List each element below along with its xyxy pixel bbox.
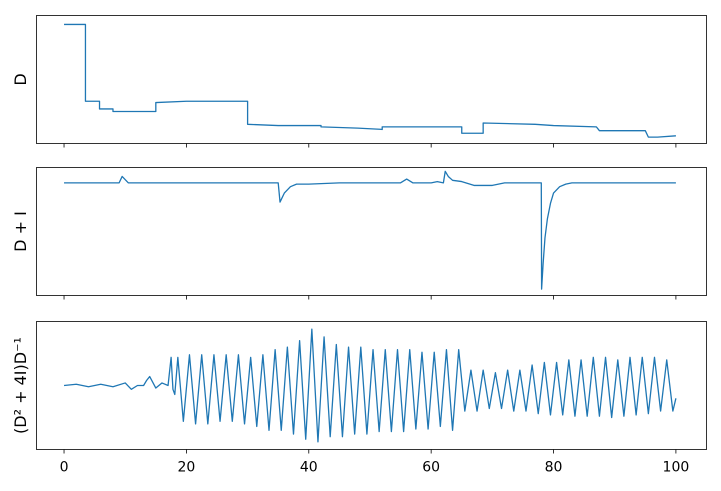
panel-operator: (D² + 4I)D⁻¹ 0 20 40 60 80 100 (11, 321, 707, 476)
x-tick-label-100: 100 (663, 460, 690, 476)
x-tick-label-20: 20 (177, 460, 195, 476)
x-tick-labels: 0 20 40 60 80 100 (60, 460, 690, 476)
axes-frame-d (36, 15, 707, 144)
y-axis-label-d: D (11, 73, 30, 85)
x-tick-label-80: 80 (545, 460, 563, 476)
series-line-operator (63, 328, 677, 443)
axes-frame-operator (36, 321, 707, 450)
x-tick-label-40: 40 (300, 460, 318, 476)
series-line-d (64, 23, 676, 138)
x-tick-label-60: 60 (422, 460, 440, 476)
y-axis-label-operator: (D² + 4I)D⁻¹ (11, 337, 30, 434)
panel-d-plus-i: D + I (11, 167, 707, 300)
series-line-d-plus-i (64, 170, 676, 290)
axes-frame-d-plus-i (36, 167, 707, 296)
x-ticks-operator (63, 449, 677, 454)
x-tick-label-0: 0 (60, 460, 69, 476)
panel-d: D (11, 15, 707, 148)
y-axis-label-d-plus-i: D + I (11, 211, 30, 252)
x-ticks-d (63, 143, 677, 148)
x-ticks-d-plus-i (63, 295, 677, 300)
